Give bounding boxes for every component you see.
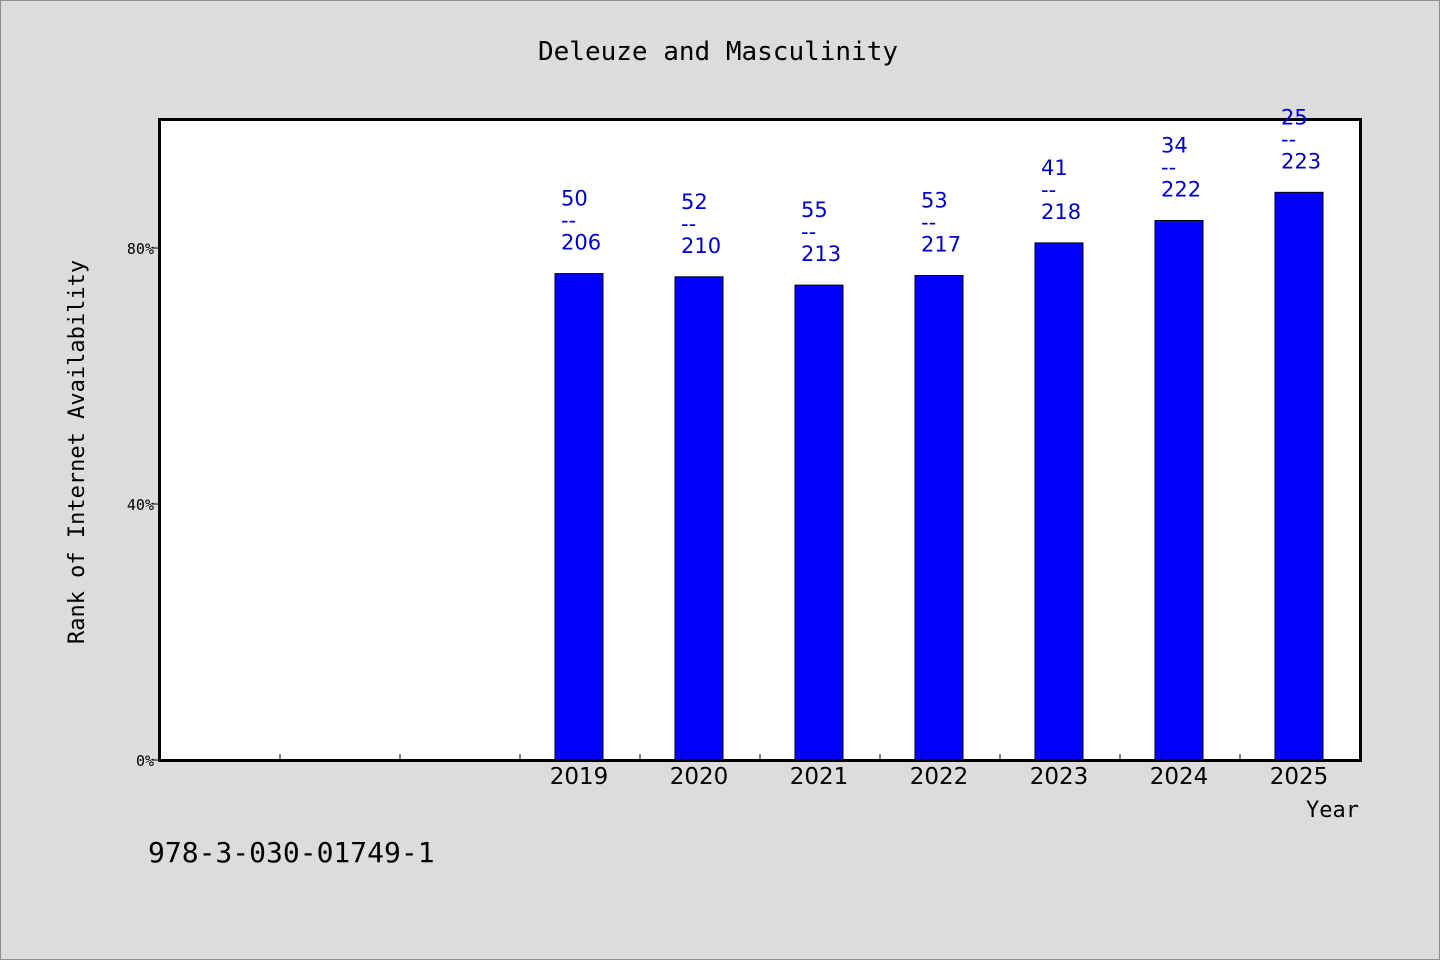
bar-2020 — [674, 276, 724, 761]
y-axis: 0% 40% 80% — [127, 240, 160, 770]
bar-value-label: 41 — [1041, 156, 1068, 180]
bar-2022 — [914, 275, 964, 761]
x-tick-label: 2021 — [790, 764, 849, 790]
bar-value-label: 218 — [1041, 200, 1081, 224]
bar-value-label: 210 — [681, 234, 721, 258]
bar-2021 — [794, 284, 844, 761]
bar-value-label: 206 — [561, 231, 601, 255]
bar-value-label: 34 — [1161, 133, 1188, 157]
bar-value-label: -- — [1041, 178, 1056, 202]
bar-value-label: -- — [921, 211, 936, 235]
x-axis-label: Year — [1306, 798, 1359, 823]
bar-value-label: -- — [561, 209, 576, 233]
bar-value-label: 213 — [801, 242, 841, 266]
bar-value-label: 25 — [1281, 105, 1308, 129]
bar-value-label: 53 — [921, 189, 948, 213]
bar-value-label: -- — [1161, 155, 1176, 179]
y-tick-label: 40% — [127, 496, 154, 514]
bar-value-labels: 50--20652--21055--21353--21741--21834--2… — [561, 105, 1321, 266]
x-tick-label: 2023 — [1030, 764, 1089, 790]
x-tick-label: 2019 — [550, 764, 609, 790]
bar-value-label: 52 — [681, 190, 708, 214]
x-tick-label: 2020 — [670, 764, 729, 790]
bar-value-label: 222 — [1161, 177, 1201, 201]
bar-value-label: -- — [681, 212, 696, 236]
chart-title: Deleuze and Masculinity — [538, 37, 898, 67]
bar-value-label: 50 — [561, 187, 588, 211]
x-tick-label: 2022 — [910, 764, 969, 790]
y-axis-label: Rank of Internet Availability — [65, 260, 90, 644]
bar-value-label: 223 — [1281, 149, 1321, 173]
y-tick-label: 0% — [136, 752, 154, 770]
y-tick-label: 80% — [127, 240, 154, 258]
x-tick-label: 2024 — [1150, 764, 1209, 790]
isbn-identifier: 978-3-030-01749-1 — [148, 836, 435, 869]
bar-2023 — [1034, 242, 1084, 761]
bar-value-label: 55 — [801, 198, 828, 222]
bar-value-label: -- — [1281, 127, 1296, 151]
bar-value-label: -- — [801, 220, 816, 244]
x-tick-label: 2025 — [1270, 764, 1329, 790]
bars — [554, 191, 1324, 761]
bar-value-label: 217 — [921, 233, 961, 257]
bar-2024 — [1154, 219, 1204, 761]
bar-2025 — [1274, 191, 1324, 761]
bar-2019 — [554, 273, 604, 761]
x-axis: 2019 2020 2021 2022 2023 2024 2025 — [279, 754, 1329, 790]
